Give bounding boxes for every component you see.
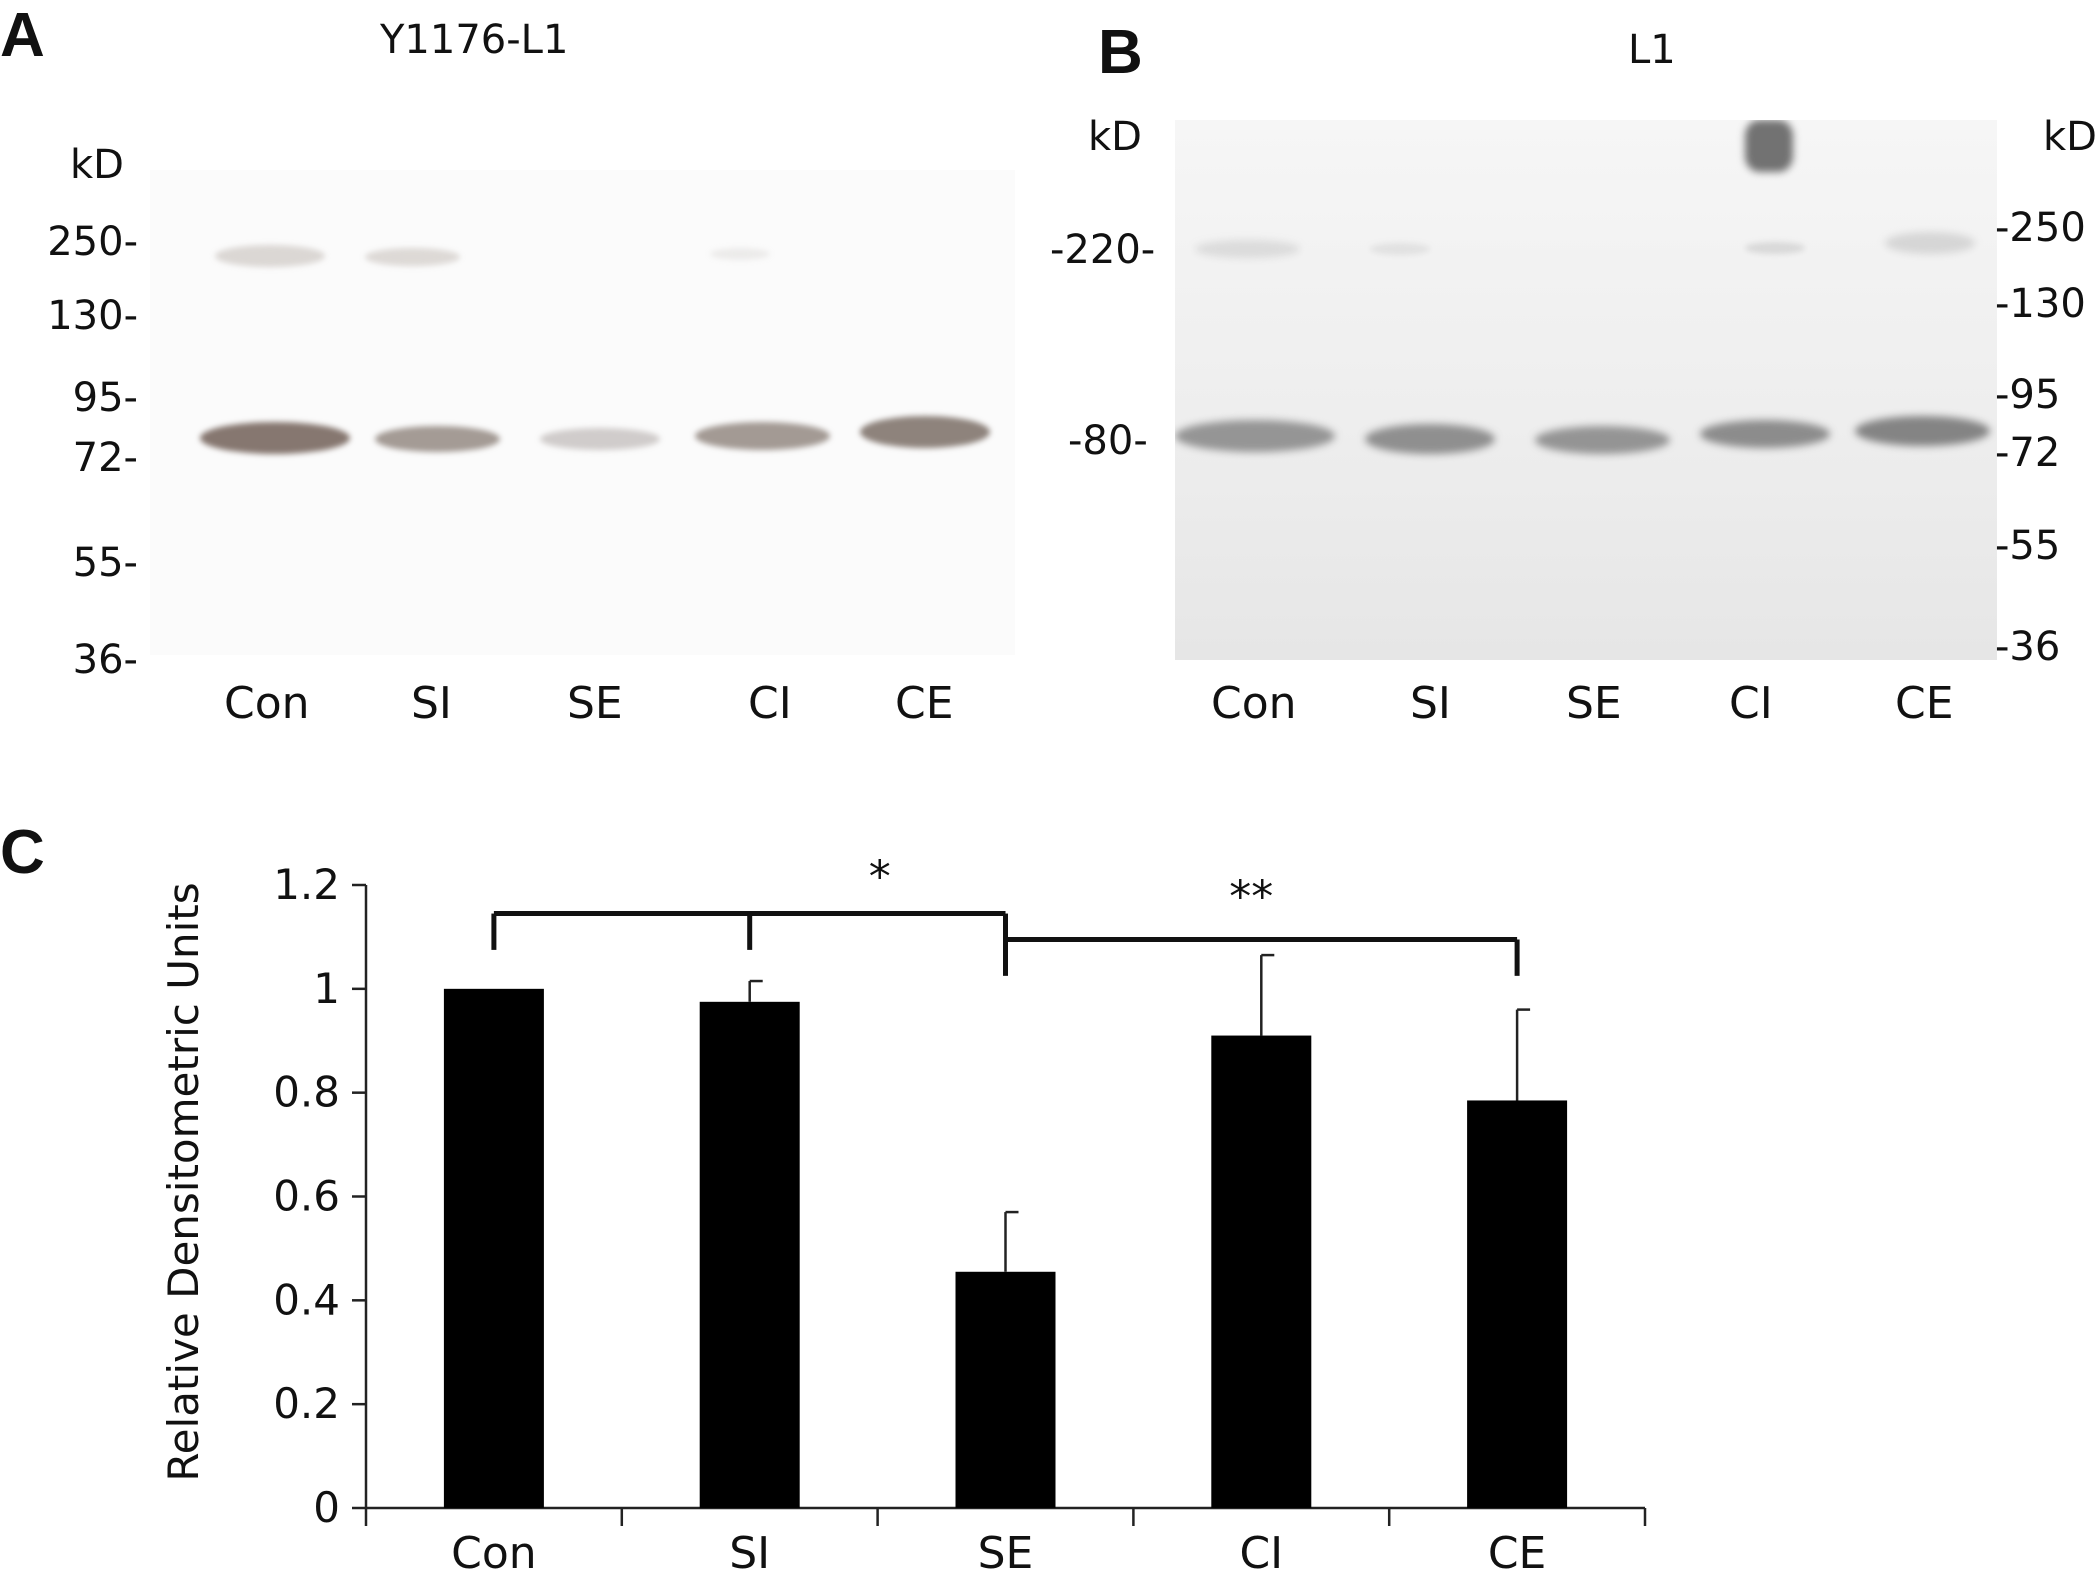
panel-a-marker-130: 130-: [47, 293, 138, 339]
y-tick-label: 0.2: [273, 1379, 340, 1428]
panel-a-lane-se: SE: [567, 678, 623, 729]
panel-b-band-ce-80: [1855, 416, 1990, 446]
panel-b-lane-se: SE: [1566, 678, 1622, 729]
panel-b-right-marker-55: -55: [1995, 523, 2061, 569]
bar-ce: [1467, 1100, 1568, 1508]
panel-b-band-con-220: [1195, 240, 1300, 258]
panel-a-letter: A: [0, 1, 45, 70]
panel-b-lane-ci: CI: [1729, 678, 1773, 729]
panel-b-right-marker-36: -36: [1995, 624, 2061, 670]
x-tick-label: Con: [451, 1528, 537, 1571]
panel-a-band-con-250: [215, 245, 325, 267]
panel-a-marker-36: 36-: [72, 637, 138, 683]
panel-a-blot: [150, 170, 1015, 655]
panel-b-lane-ce: CE: [1895, 678, 1954, 729]
y-axis-label: Relative Densitometric Units: [159, 882, 208, 1481]
panel-a-band-ci-72: [695, 422, 830, 450]
panel-b-left-marker-80: -80-: [1068, 418, 1148, 464]
panel-a-band-con-72: [200, 422, 350, 454]
panel-c-letter: C: [0, 818, 45, 887]
x-tick-label: CE: [1488, 1528, 1547, 1571]
panel-b-band-se-80: [1535, 426, 1670, 454]
panel-a-title: Y1176-L1: [380, 17, 569, 63]
panel-b-left-marker-220: -220-: [1050, 227, 1156, 273]
panel-a-kd-label: kD: [70, 142, 124, 188]
significance-label: **: [1229, 872, 1273, 923]
panel-b-right-marker-72: -72: [1995, 430, 2061, 476]
panel-a-band-se-72: [540, 428, 660, 450]
y-tick-label: 0.8: [273, 1068, 340, 1117]
panel-b-right-marker-95: -95: [1995, 372, 2061, 418]
y-tick-label: 0: [313, 1483, 340, 1532]
panel-b-band-ce-250: [1885, 232, 1975, 254]
panel-b-left-kd-label: kD: [1088, 114, 1142, 160]
bar-se: [955, 1271, 1056, 1508]
panel-a-band-si-250: [365, 248, 460, 266]
panel-b-right-marker-130: -130: [1995, 281, 2086, 327]
y-tick-label: 1.2: [273, 860, 340, 909]
panel-b-blot: [1175, 120, 1997, 660]
x-tick-label: CI: [1239, 1528, 1283, 1571]
panel-b-right-marker-250: -250: [1995, 205, 2086, 251]
panel-a-marker-55: 55-: [72, 540, 138, 586]
panel-a-marker-72: 72-: [72, 435, 138, 481]
panel-b-band-si-220: [1370, 243, 1430, 255]
bar-ci: [1211, 1035, 1312, 1508]
panel-b-lane-con: Con: [1211, 678, 1297, 729]
panel-a-lane-con: Con: [224, 678, 310, 729]
panel-b-right-kd-label: kD: [2043, 114, 2097, 160]
panel-b-band-con-80: [1175, 420, 1335, 452]
panel-a-band-si-72: [375, 426, 500, 452]
bar-si: [699, 1001, 800, 1508]
panel-b-band-si-80: [1365, 424, 1495, 454]
significance-label: *: [869, 852, 891, 903]
y-tick-label: 1: [313, 964, 340, 1013]
panel-b-band-ci-250: [1745, 242, 1805, 254]
panel-a-marker-95: 95-: [72, 375, 138, 421]
y-tick-label: 0.4: [273, 1275, 340, 1324]
panel-a-band-ci-250: [710, 248, 770, 260]
panel-a-lane-ci: CI: [748, 678, 792, 729]
panel-b-smear-ci-top: [1745, 120, 1793, 172]
bar-con: [443, 988, 544, 1508]
x-tick-label: SE: [978, 1528, 1034, 1571]
panel-a-marker-250: 250-: [47, 219, 138, 265]
x-tick-label: SI: [729, 1528, 770, 1571]
panel-b-letter: B: [1098, 18, 1143, 87]
panel-b-title: L1: [1628, 27, 1676, 73]
panel-b-band-ci-80: [1700, 420, 1830, 448]
panel-b-lane-si: SI: [1410, 678, 1451, 729]
panel-a-band-ce-72: [860, 416, 990, 448]
panel-a-lane-si: SI: [411, 678, 452, 729]
y-tick-label: 0.6: [273, 1172, 340, 1221]
panel-a-lane-ce: CE: [895, 678, 954, 729]
